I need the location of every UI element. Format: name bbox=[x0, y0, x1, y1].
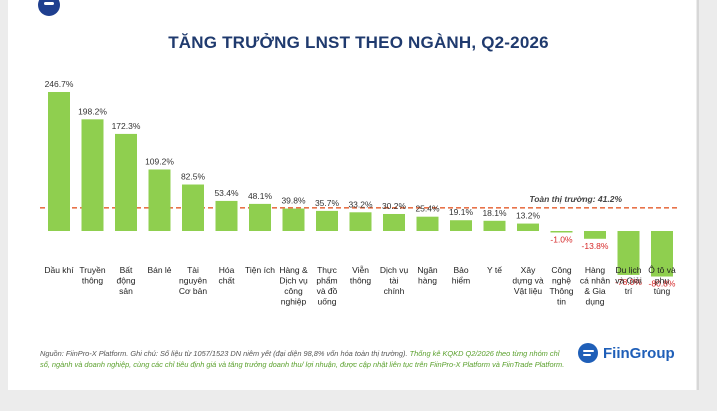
value-label-12: 19.1% bbox=[449, 207, 474, 217]
bar-1 bbox=[81, 119, 104, 231]
category-label-8-0: Thực bbox=[317, 265, 338, 275]
category-label-15-2: Thông bbox=[549, 286, 573, 296]
category-label-1-0: Truyền bbox=[79, 265, 105, 275]
footnote-source: Nguồn: FiinPro-X Platform. Ghi chú: Số l… bbox=[40, 349, 408, 358]
category-label-1-1: thông bbox=[82, 276, 104, 286]
category-label-18-2: tùng bbox=[654, 286, 671, 296]
bar-11 bbox=[416, 216, 439, 231]
bar-16 bbox=[584, 231, 606, 239]
category-label-16-0: Hàng bbox=[585, 265, 606, 275]
bar-2 bbox=[115, 133, 137, 231]
category-label-8-1: phẩm bbox=[316, 276, 337, 286]
category-label-3-0: Bán lẻ bbox=[147, 265, 171, 275]
bar-0 bbox=[48, 92, 70, 231]
bar-7 bbox=[282, 208, 305, 231]
category-label-14-0: Xây bbox=[521, 265, 536, 275]
category-label-12-0: Bảo bbox=[453, 265, 468, 275]
brand-logo: FiinGroup bbox=[578, 342, 675, 364]
bar-5 bbox=[215, 200, 238, 231]
value-label-10: 30.2% bbox=[382, 201, 407, 211]
value-label-4: 82.5% bbox=[181, 172, 206, 182]
value-label-3: 109.2% bbox=[145, 156, 174, 166]
fiingroup-logo-icon bbox=[578, 343, 598, 363]
reference-label: Toàn thị trường: 41.2% bbox=[529, 194, 622, 204]
category-label-7-0: Hàng & bbox=[279, 265, 308, 275]
bar-9 bbox=[349, 212, 372, 231]
bar-4 bbox=[182, 184, 204, 231]
category-label-7-2: công bbox=[284, 286, 303, 296]
value-label-9: 33.2% bbox=[348, 199, 373, 209]
value-label-16: -13.8% bbox=[582, 241, 609, 251]
value-label-17: -78.0% bbox=[615, 277, 642, 287]
bar-14 bbox=[517, 223, 539, 231]
category-label-13-0: Y tế bbox=[487, 265, 502, 275]
category-label-14-1: dựng và bbox=[512, 276, 543, 286]
bar-10 bbox=[383, 213, 405, 231]
chart-title: TĂNG TRƯỞNG LNST THEO NGÀNH, Q2-2026 bbox=[168, 33, 549, 52]
bar-18 bbox=[651, 231, 673, 277]
category-label-8-2: và đồ bbox=[317, 286, 338, 296]
category-label-9-1: thông bbox=[350, 276, 372, 286]
category-label-10-2: chính bbox=[384, 286, 405, 296]
publisher-logo-icon bbox=[38, 0, 60, 16]
category-label-10-1: tài bbox=[390, 276, 399, 286]
category-label-4-0: Tài bbox=[187, 265, 199, 275]
brand-name: FiinGroup bbox=[603, 344, 675, 362]
category-label-5-0: Hóa bbox=[219, 265, 235, 275]
value-label-14: 13.2% bbox=[516, 211, 541, 221]
value-label-13: 18.1% bbox=[482, 208, 507, 218]
category-label-11-1: hàng bbox=[418, 276, 437, 286]
value-label-6: 48.1% bbox=[248, 191, 273, 201]
value-label-11: 25.4% bbox=[415, 204, 440, 214]
category-label-15-1: nghệ bbox=[552, 276, 571, 286]
category-label-18-0: Ô tô và bbox=[648, 265, 676, 275]
source-footnote: Nguồn: FiinPro-X Platform. Ghi chú: Số l… bbox=[40, 348, 570, 370]
bar-13 bbox=[483, 220, 506, 231]
category-label-17-1: và Giải bbox=[615, 276, 642, 286]
category-label-16-3: dụng bbox=[586, 297, 605, 307]
category-label-18-1: phụ bbox=[655, 276, 669, 286]
category-label-15-0: Công bbox=[551, 265, 572, 275]
bar-12 bbox=[450, 220, 472, 231]
bar-3 bbox=[148, 169, 171, 231]
category-label-15-3: tin bbox=[557, 297, 566, 307]
category-label-16-1: cá nhân bbox=[580, 276, 611, 286]
category-label-12-1: hiểm bbox=[452, 276, 470, 286]
value-label-0: 246.7% bbox=[45, 79, 74, 89]
category-label-4-2: Cơ bản bbox=[179, 286, 208, 296]
divider bbox=[697, 0, 699, 390]
value-label-15: -1.0% bbox=[550, 235, 573, 245]
category-label-0-0: Dầu khí bbox=[44, 265, 74, 275]
bar-chart: Toàn thị trường: 41.2% 246.7% Dầu khí 198.2… bbox=[40, 79, 678, 307]
bar-17 bbox=[617, 231, 640, 275]
category-label-6-0: Tiện ích bbox=[245, 265, 275, 275]
category-label-14-2: Vật liệu bbox=[514, 286, 543, 296]
value-label-7: 39.8% bbox=[281, 196, 306, 206]
footnote-highlight: Thống kê KQKD Q2/2026 theo từng nhóm chỉ… bbox=[40, 349, 565, 369]
category-label-8-3: uống bbox=[318, 297, 337, 307]
category-label-2-0: Bất bbox=[120, 265, 133, 275]
category-label-17-0: Du lịch bbox=[616, 265, 642, 275]
value-label-18: -80.8% bbox=[649, 279, 676, 289]
bar-6 bbox=[249, 203, 271, 231]
category-label-11-0: Ngân bbox=[417, 265, 438, 275]
category-label-17-2: trí bbox=[625, 286, 633, 296]
category-label-5-1: chất bbox=[218, 276, 235, 286]
category-label-10-0: Dịch vụ bbox=[380, 265, 409, 275]
bar-8 bbox=[316, 210, 338, 231]
value-label-2: 172.3% bbox=[112, 121, 141, 131]
value-label-8: 35.7% bbox=[315, 198, 340, 208]
category-label-7-1: Dịch vụ bbox=[279, 276, 308, 286]
value-label-5: 53.4% bbox=[214, 188, 239, 198]
category-label-2-1: động bbox=[117, 276, 136, 286]
category-label-4-1: nguyên bbox=[179, 276, 207, 286]
category-label-16-2: & Gia bbox=[584, 286, 606, 296]
category-label-9-0: Viễn bbox=[352, 265, 369, 275]
category-label-2-2: sản bbox=[119, 286, 133, 296]
category-label-7-3: nghiệp bbox=[281, 297, 307, 307]
bar-15 bbox=[550, 231, 573, 233]
value-label-1: 198.2% bbox=[78, 106, 107, 116]
